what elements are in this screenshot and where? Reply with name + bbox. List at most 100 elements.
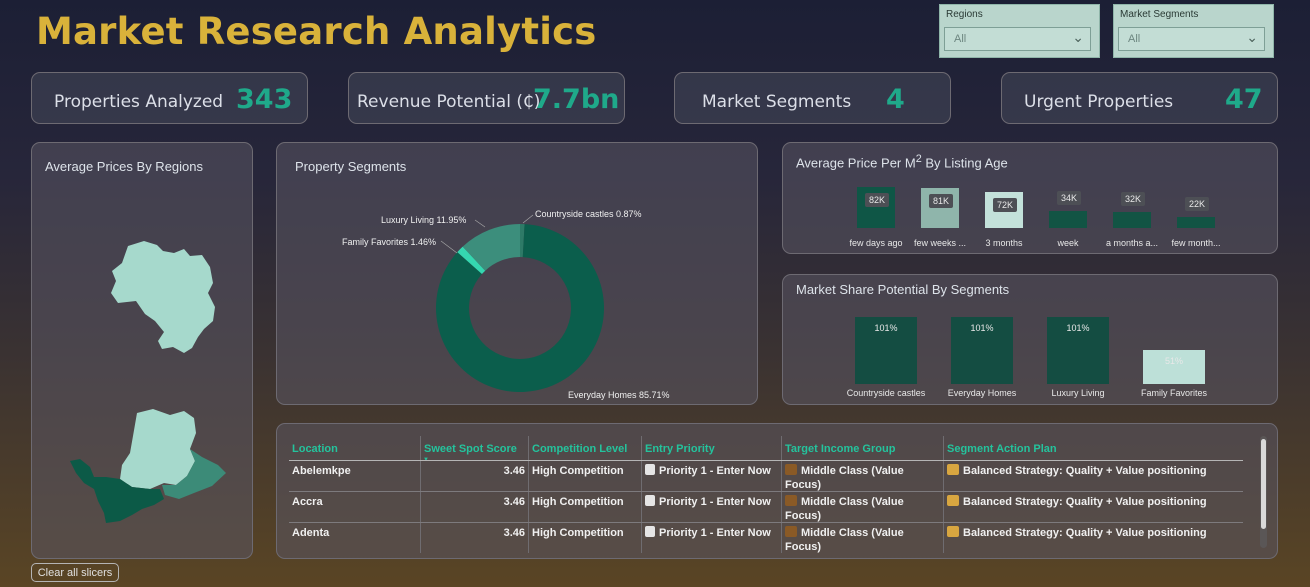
regions-dropdown[interactable]: All ⌄ (944, 27, 1091, 51)
balance-icon (947, 526, 959, 537)
segments-slicer[interactable]: Market Segments All ⌄ (1113, 4, 1274, 58)
cell-priority-text: Priority 1 - Enter Now (659, 527, 771, 539)
col-header-competition[interactable]: Competition Level (529, 436, 642, 460)
market-share-bar[interactable] (1143, 350, 1205, 384)
donut-slices (436, 224, 604, 392)
table-row[interactable]: Accra 3.46 High Competition Priority 1 -… (289, 492, 1243, 523)
cell-action: Balanced Strategy: Quality + Value posit… (944, 492, 1243, 522)
donut-label-luxury: Luxury Living 11.95% (381, 215, 467, 225)
listing-bar[interactable] (1049, 211, 1087, 228)
kpi-label: Revenue Potential (₵) (357, 92, 541, 112)
cell-priority: Priority 1 - Enter Now (642, 461, 782, 491)
cell-priority-text: Priority 1 - Enter Now (659, 496, 771, 508)
listing-age-title-suffix: By Listing Age (921, 155, 1008, 171)
col-header-sweet-spot-label: Sweet Spot Score (424, 443, 517, 455)
listing-bar-label: a months a... (1105, 238, 1159, 248)
cell-competition: High Competition (529, 461, 642, 491)
listing-age-title: Average Price Per M2 By Listing Age (796, 153, 1008, 170)
listing-bar-value: 22K (1185, 197, 1210, 211)
regions-slicer[interactable]: Regions All ⌄ (939, 4, 1100, 58)
cell-competition: High Competition (529, 523, 642, 553)
kpi-properties-analyzed: Properties Analyzed 343 (31, 72, 308, 124)
region-shape-south-main (120, 409, 196, 489)
regions-slicer-label: Regions (946, 9, 983, 20)
segments-dropdown[interactable]: All ⌄ (1118, 27, 1265, 51)
cell-location: Accra (289, 492, 421, 522)
listing-bar-label: few days ago (849, 238, 903, 248)
cell-priority-text: Priority 1 - Enter Now (659, 465, 771, 477)
market-share-bar-label: Family Favorites (1140, 388, 1207, 398)
col-header-sweet-spot[interactable]: Sweet Spot Score ▼ (421, 436, 529, 460)
col-header-entry-priority[interactable]: Entry Priority (642, 436, 782, 460)
listing-bar-value: 82K (865, 193, 890, 207)
market-share-bar-value: 51% (1164, 356, 1183, 367)
chevron-down-icon: ⌄ (1072, 29, 1084, 45)
cell-priority: Priority 1 - Enter Now (642, 523, 782, 553)
cell-location: Adenta (289, 523, 421, 553)
segments-dropdown-value: All (1128, 33, 1141, 45)
cell-action: Balanced Strategy: Quality + Value posit… (944, 523, 1243, 553)
listing-bar-label: few month... (1171, 238, 1221, 248)
house-icon (785, 526, 797, 537)
region-shape-north (111, 241, 215, 353)
opportunity-table[interactable]: Location Sweet Spot Score ▼ Competition … (289, 436, 1243, 553)
donut-slice-everyday-homes[interactable] (436, 224, 604, 392)
sort-desc-icon: ▼ (423, 457, 429, 460)
market-share-bar[interactable] (1047, 317, 1109, 384)
donut-label-family: Family Favorites 1.46% (342, 237, 437, 247)
leader-family (440, 240, 458, 254)
market-share-bar-label: Everyday Homes (947, 388, 1017, 398)
listing-bar[interactable] (1113, 212, 1151, 228)
donut-slice-family-favorites[interactable] (457, 246, 486, 275)
house-icon (785, 464, 797, 475)
cell-priority: Priority 1 - Enter Now (642, 492, 782, 522)
kpi-urgent-properties: Urgent Properties 47 (1001, 72, 1278, 124)
table-header: Location Sweet Spot Score ▼ Competition … (289, 436, 1243, 461)
listing-age-title-prefix: Average Price Per M (796, 155, 916, 171)
table-scrollbar[interactable] (1260, 436, 1267, 548)
region-shape-south-west (70, 459, 164, 523)
balance-icon (947, 495, 959, 506)
clear-all-slicers-button[interactable]: Clear all slicers (31, 563, 119, 582)
kpi-label: Market Segments (702, 92, 852, 112)
market-share-bar[interactable] (855, 317, 917, 384)
chevron-down-icon: ⌄ (1246, 29, 1258, 45)
listing-bar-label: week (1057, 238, 1079, 248)
listing-bar-label: 3 months (985, 238, 1023, 248)
cell-income-text: Middle Class (Value Focus) (785, 465, 904, 491)
house-icon (785, 495, 797, 506)
table-row[interactable]: Adenta 3.46 High Competition Priority 1 … (289, 523, 1243, 553)
listing-bar-value: 34K (1057, 191, 1082, 205)
market-share-bar-value: 101% (874, 323, 898, 333)
segments-card-title: Property Segments (295, 159, 407, 174)
regions-dropdown-value: All (954, 33, 967, 45)
cell-score: 3.46 (421, 492, 529, 522)
donut-slice-countryside-castles[interactable] (520, 224, 525, 258)
listing-bar-value: 32K (1121, 192, 1146, 206)
table-scrollbar-thumb[interactable] (1261, 439, 1266, 529)
segments-donut[interactable] (277, 143, 757, 403)
col-header-location[interactable]: Location (289, 436, 421, 460)
kpi-value: 7.7bn (533, 84, 620, 115)
kpi-market-segments: Market Segments 4 (674, 72, 951, 124)
balance-icon (947, 464, 959, 475)
cell-income-text: Middle Class (Value Focus) (785, 527, 904, 553)
table-row[interactable]: Abelemkpe 3.46 High Competition Priority… (289, 461, 1243, 492)
kpi-revenue-potential: Revenue Potential (₵) 7.7bn (348, 72, 625, 124)
market-share-bar[interactable] (951, 317, 1013, 384)
segments-slicer-label: Market Segments (1120, 9, 1199, 20)
market-share-card: Market Share Potential By Segments 101% C… (782, 274, 1278, 405)
listing-age-card: Average Price Per M2 By Listing Age 82K f… (782, 142, 1278, 254)
col-header-income-group[interactable]: Target Income Group (782, 436, 944, 460)
listing-bar[interactable] (1177, 217, 1215, 228)
cell-action-text: Balanced Strategy: Quality + Value posit… (963, 496, 1207, 508)
opportunity-table-card: Location Sweet Spot Score ▼ Competition … (276, 423, 1278, 559)
rocket-icon (645, 464, 655, 475)
col-header-action-plan[interactable]: Segment Action Plan (947, 443, 1057, 455)
kpi-value: 4 (886, 84, 905, 115)
donut-slice-luxury-living[interactable] (462, 224, 520, 271)
map-card-title: Average Prices By Regions (45, 159, 204, 174)
market-share-bar-value: 101% (970, 323, 994, 333)
region-map[interactable] (32, 143, 252, 553)
rocket-icon (645, 495, 655, 506)
